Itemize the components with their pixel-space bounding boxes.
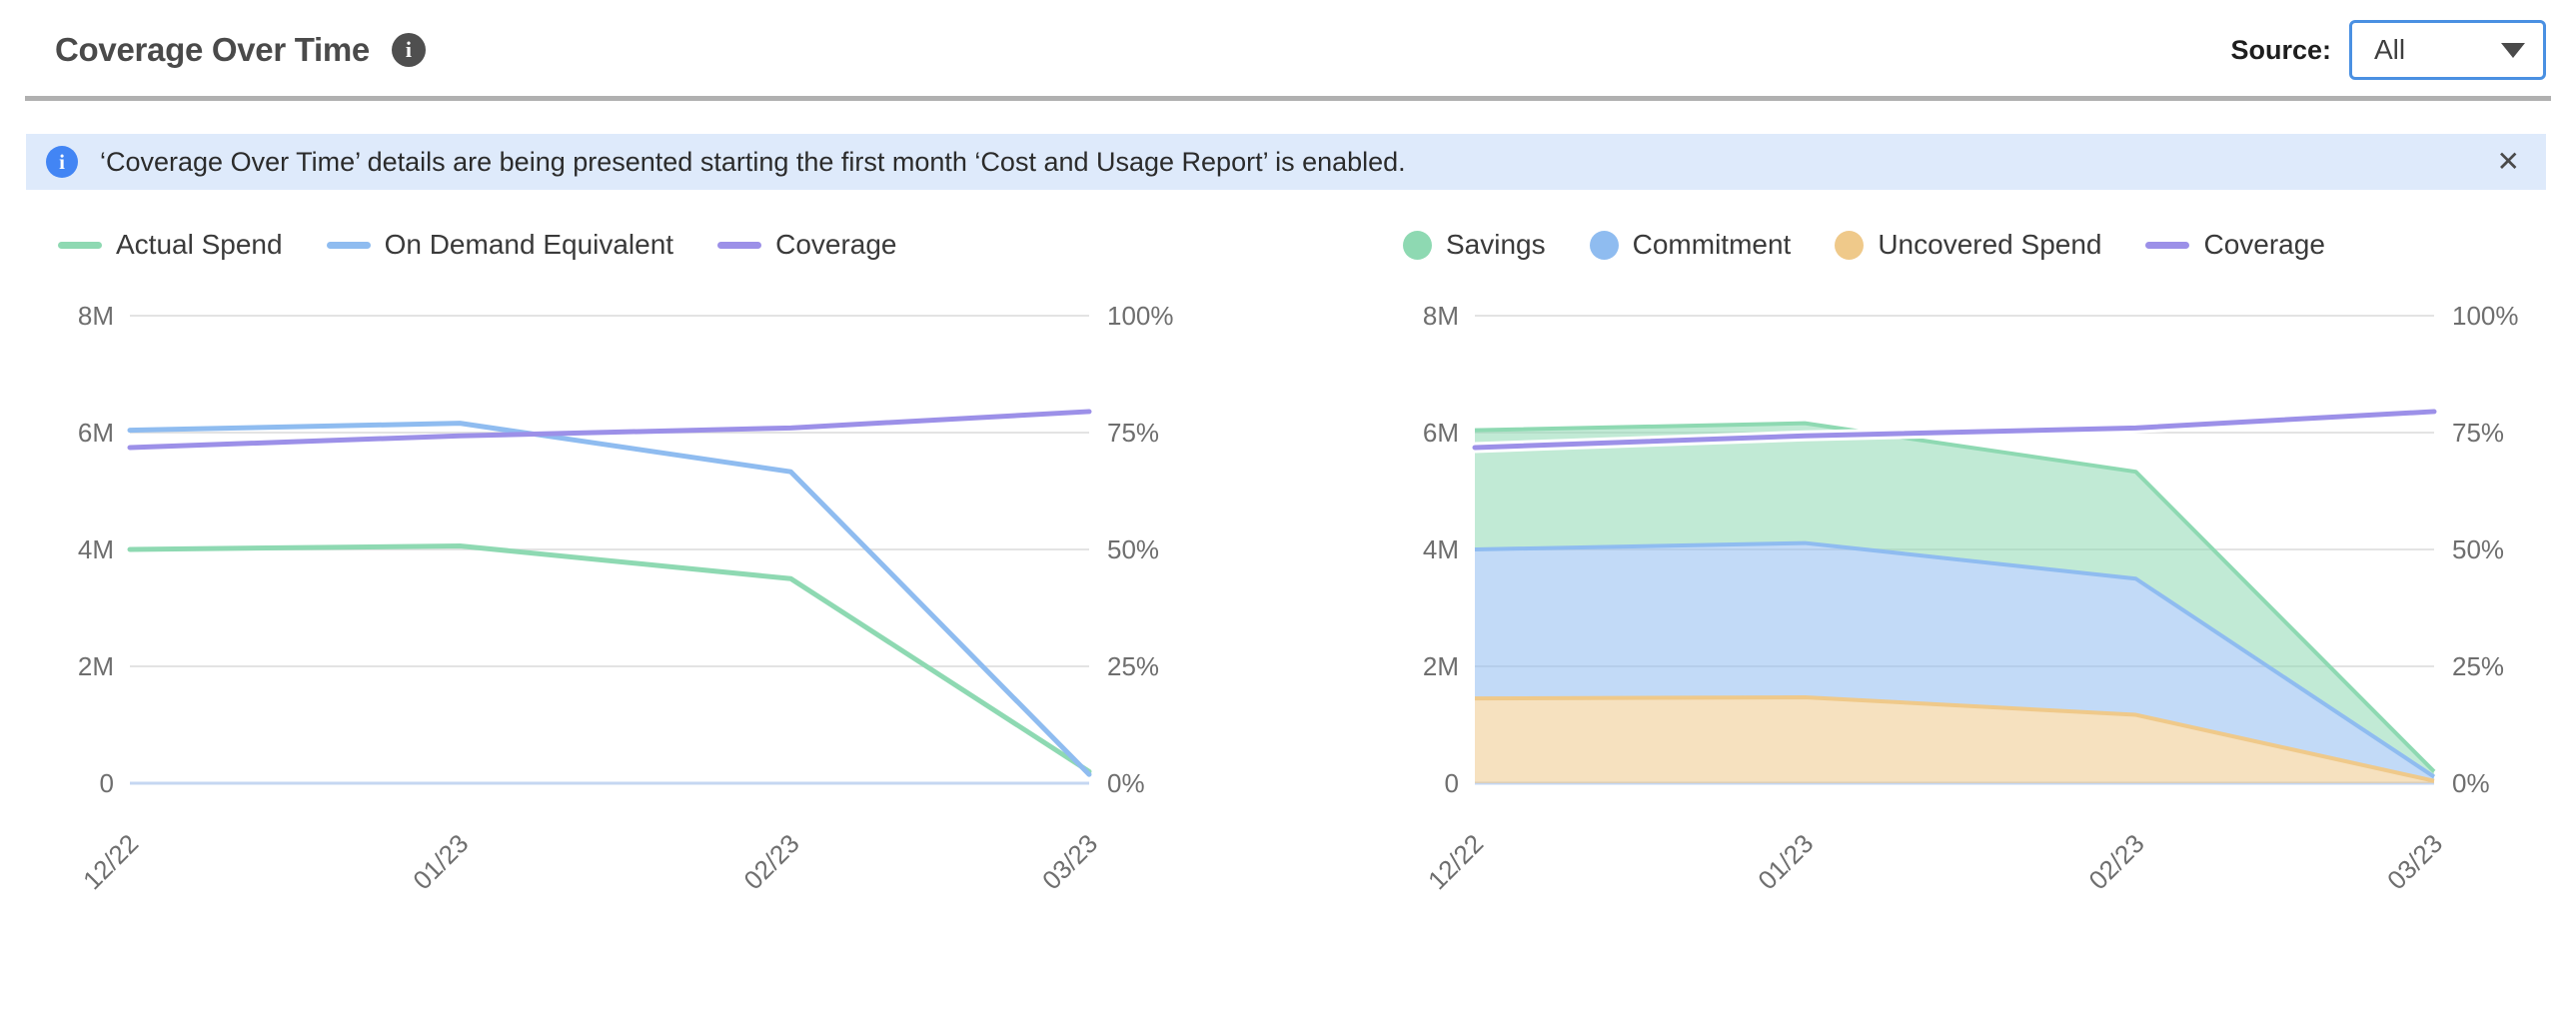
x-axis-tick-label: 12/22 — [1422, 828, 1489, 895]
legend-item-actual-spend[interactable]: Actual Spend — [58, 229, 283, 261]
legend-circle-marker — [1835, 230, 1865, 260]
legend-line-marker — [717, 241, 762, 249]
info-banner: i ‘Coverage Over Time’ details are being… — [26, 134, 2546, 190]
left-axis-tick-label: 6M — [1423, 418, 1459, 448]
right-axis-tick-label: 25% — [2452, 651, 2504, 681]
area-commitment — [1475, 542, 2434, 781]
legend-line-marker — [2145, 241, 2190, 249]
legend-item-commitment[interactable]: Commitment — [1589, 229, 1792, 261]
legend-circle-marker — [1589, 230, 1619, 260]
legend-item-coverage[interactable]: Coverage — [2145, 229, 2325, 261]
right-axis-tick-label: 75% — [1107, 418, 1159, 448]
legend-label: Coverage — [775, 229, 897, 260]
area-uncovered-spend — [1475, 697, 2434, 783]
legend-circle-marker — [1403, 230, 1432, 260]
source-label: Source: — [2230, 34, 2331, 65]
spend-lines-chart: Actual Spend On Demand Equivalent Coverage… — [30, 224, 1179, 954]
series-line-actual-spend — [127, 542, 1092, 774]
x-axis-tick-label: 01/23 — [1752, 828, 1819, 895]
coverage-breakdown-chart: Savings Commitment Uncovered Spend Coverage… — [1375, 224, 2524, 954]
x-axis-tick-label: 02/23 — [737, 828, 804, 895]
legend-label: Uncovered Spend — [1878, 229, 2102, 260]
legend-item-coverage[interactable]: Coverage — [717, 229, 897, 261]
coverage-breakdown-legend: Savings Commitment Uncovered Spend Coverage — [1403, 224, 2524, 266]
legend-line-marker — [326, 241, 371, 249]
x-axis-tick-label: 12/22 — [77, 828, 144, 895]
x-axis-tick-label: 02/23 — [2082, 828, 2149, 895]
left-axis-tick-label: 4M — [78, 534, 114, 564]
info-circle-icon[interactable]: i — [391, 33, 426, 67]
left-axis-tick-label: 2M — [1423, 651, 1459, 681]
chevron-down-icon — [2501, 42, 2525, 58]
series-line-coverage — [127, 409, 1092, 451]
right-axis-tick-label: 0% — [2452, 768, 2490, 798]
source-dropdown[interactable]: All — [2349, 20, 2546, 80]
legend-label: On Demand Equivalent — [384, 229, 674, 260]
right-axis-tick-label: 50% — [1107, 534, 1159, 564]
legend-item-on-demand-equivalent[interactable]: On Demand Equivalent — [326, 229, 674, 261]
left-axis-tick-label: 0 — [1445, 768, 1459, 798]
right-axis-tick-label: 25% — [1107, 651, 1159, 681]
legend-line-marker — [58, 241, 102, 249]
left-axis-tick-label: 0 — [100, 768, 114, 798]
right-axis-tick-label: 100% — [1107, 301, 1174, 331]
spend-lines-plot: 8M 100% 6M 75% 4M 50% 2M 25% 0 0% 12/22 01/23 02/23 0… — [77, 301, 1174, 895]
spend-lines-legend: Actual Spend On Demand Equivalent Coverage — [58, 224, 1179, 266]
x-axis-tick-label: 01/23 — [407, 828, 474, 895]
x-axis-tick-label: 03/23 — [2381, 828, 2448, 895]
legend-item-savings[interactable]: Savings — [1403, 229, 1546, 261]
left-axis-tick-label: 8M — [1423, 301, 1459, 331]
legend-label: Actual Spend — [116, 229, 283, 260]
header: Coverage Over Time i Source: All — [0, 0, 2576, 96]
charts-section: Actual Spend On Demand Equivalent Coverage… — [0, 224, 2576, 954]
legend-item-uncovered-spend[interactable]: Uncovered Spend — [1835, 229, 2101, 261]
legend-label: Coverage — [2203, 229, 2325, 260]
legend-label: Commitment — [1632, 229, 1792, 260]
page-title: Coverage Over Time — [55, 31, 370, 68]
banner-text: ‘Coverage Over Time’ details are being p… — [100, 146, 1406, 177]
close-icon[interactable]: ✕ — [2496, 146, 2520, 177]
area-edge-commitment — [1474, 540, 2436, 779]
banner-info-circle-icon: i — [46, 146, 78, 178]
right-axis-tick-label: 0% — [1107, 768, 1145, 798]
series-line-coverage — [1472, 409, 2437, 451]
source-dropdown-value: All — [2374, 34, 2406, 65]
right-axis-tick-label: 75% — [2452, 418, 2504, 448]
coverage-breakdown-plot: 8M 100% 6M 75% 4M 50% 2M 25% 0 0% 12/22 01/23 02/23 0… — [1422, 301, 2519, 895]
right-axis-tick-label: 50% — [2452, 534, 2504, 564]
area-edge-savings — [1474, 421, 2436, 773]
series-line-on-demand-equivalent — [127, 421, 1092, 777]
header-divider — [25, 96, 2551, 101]
legend-label: Savings — [1446, 229, 1546, 260]
x-axis-tick-label: 03/23 — [1036, 828, 1103, 895]
left-axis-tick-label: 6M — [78, 418, 114, 448]
left-axis-tick-label: 8M — [78, 301, 114, 331]
area-savings — [1475, 423, 2434, 777]
left-axis-tick-label: 2M — [78, 651, 114, 681]
left-axis-tick-label: 4M — [1423, 534, 1459, 564]
right-axis-tick-label: 100% — [2452, 301, 2519, 331]
area-edge-uncovered-spend — [1474, 695, 2435, 783]
